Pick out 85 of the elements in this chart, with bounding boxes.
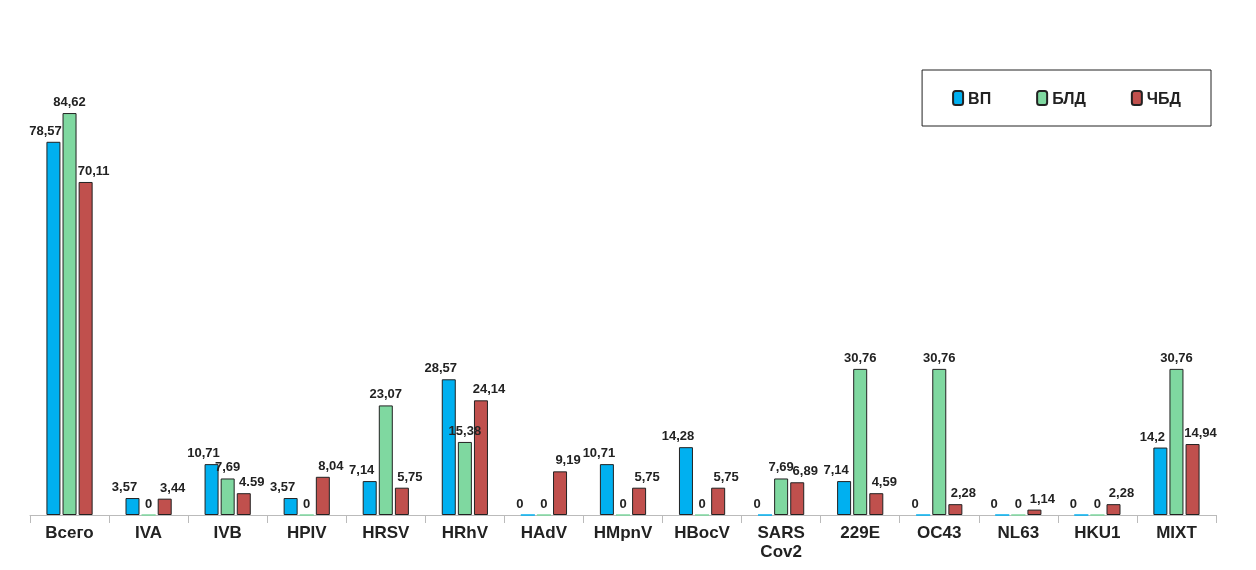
bar	[157, 498, 172, 515]
data-label: 30,76	[843, 349, 877, 365]
data-label: 7,69	[768, 459, 794, 475]
bar	[711, 487, 726, 515]
x-tick-label: IVB	[213, 523, 242, 542]
bar	[283, 498, 298, 515]
x-tick-label: HPIV	[286, 523, 328, 542]
data-label: 0	[516, 495, 524, 511]
data-label: 14,2	[1139, 428, 1166, 444]
data-label: 4.59	[239, 474, 265, 490]
data-label: 8,04	[318, 457, 345, 473]
data-label: 30,76	[1160, 349, 1193, 365]
bar	[457, 441, 472, 515]
x-tick-label: IVA	[135, 523, 163, 542]
bar	[678, 447, 693, 515]
data-label: 0	[144, 495, 153, 511]
data-label: 5,75	[713, 468, 739, 484]
legend-label: ВП	[968, 89, 992, 107]
x-tick-label: HMpnV	[593, 523, 653, 542]
x-tick-label: Всего	[45, 523, 94, 542]
x-tick-label: HRhV	[441, 523, 489, 542]
bar	[125, 498, 140, 515]
data-label: 0	[540, 495, 548, 511]
x-tick-label: HKU1	[1074, 523, 1121, 542]
data-label: 0	[698, 495, 706, 511]
bar	[1027, 509, 1042, 515]
bar	[853, 368, 868, 515]
x-tick-label: NL63	[997, 523, 1040, 542]
data-label: 0	[1069, 495, 1077, 511]
data-label: 3,44	[160, 479, 187, 495]
data-label: 14,28	[661, 428, 695, 444]
bar	[869, 493, 884, 515]
bar	[378, 405, 393, 515]
bar	[220, 478, 235, 515]
data-label: 0	[911, 495, 919, 511]
data-label: 70,11	[77, 162, 110, 178]
data-label: 30,76	[922, 349, 956, 365]
bar	[394, 487, 409, 515]
x-tick-label: HRSV	[362, 523, 411, 542]
bar	[790, 482, 805, 515]
bar	[932, 368, 947, 515]
x-tick-label: SARS Cov2	[757, 523, 805, 561]
bar	[774, 478, 789, 515]
data-label: 23,07	[369, 386, 403, 402]
data-label: 0	[619, 495, 627, 511]
legend-label: БЛД	[1052, 89, 1087, 107]
data-label: 10,71	[187, 445, 220, 461]
legend-label: ЧБД	[1146, 89, 1182, 107]
data-label: 1,14	[1029, 490, 1056, 506]
bar	[362, 481, 377, 515]
x-tick-label: HAdV	[520, 523, 568, 542]
data-label: 3,57	[269, 479, 296, 495]
data-label: 3,57	[111, 479, 138, 495]
bar	[837, 481, 852, 515]
bar	[236, 493, 251, 515]
bar	[632, 487, 647, 515]
data-label: 7,14	[349, 462, 376, 478]
data-label: 2,28	[1108, 485, 1135, 501]
data-label: 9,19	[555, 452, 581, 468]
data-label: 5,75	[634, 468, 660, 484]
data-label: 24,14	[472, 381, 506, 397]
bar	[1106, 504, 1121, 515]
bar	[599, 464, 614, 515]
data-label: 0	[303, 495, 311, 511]
x-tick-label: 229E	[840, 523, 881, 542]
data-label: 84,62	[53, 94, 86, 110]
x-tick-label: MIXT	[1156, 523, 1198, 542]
data-label: 0	[753, 495, 761, 511]
data-label: 78,57	[29, 122, 62, 138]
data-label: 0	[990, 495, 998, 511]
data-label: 0	[1014, 495, 1022, 511]
bar	[315, 476, 330, 515]
data-label: 7,14	[823, 462, 850, 478]
data-label: 14,94	[1184, 425, 1218, 441]
x-tick-label: OC43	[917, 523, 962, 542]
data-label: 28,57	[424, 360, 458, 376]
data-label: 4,59	[871, 474, 897, 490]
data-label: 5,75	[397, 468, 423, 484]
bar	[553, 471, 568, 515]
data-label: 2,28	[950, 485, 977, 501]
bar	[948, 504, 963, 515]
data-label: 0	[1093, 495, 1102, 511]
x-tick-label: HBocV	[674, 523, 731, 542]
data-label: 6,89	[792, 463, 818, 479]
data-label: 10,71	[582, 445, 616, 461]
